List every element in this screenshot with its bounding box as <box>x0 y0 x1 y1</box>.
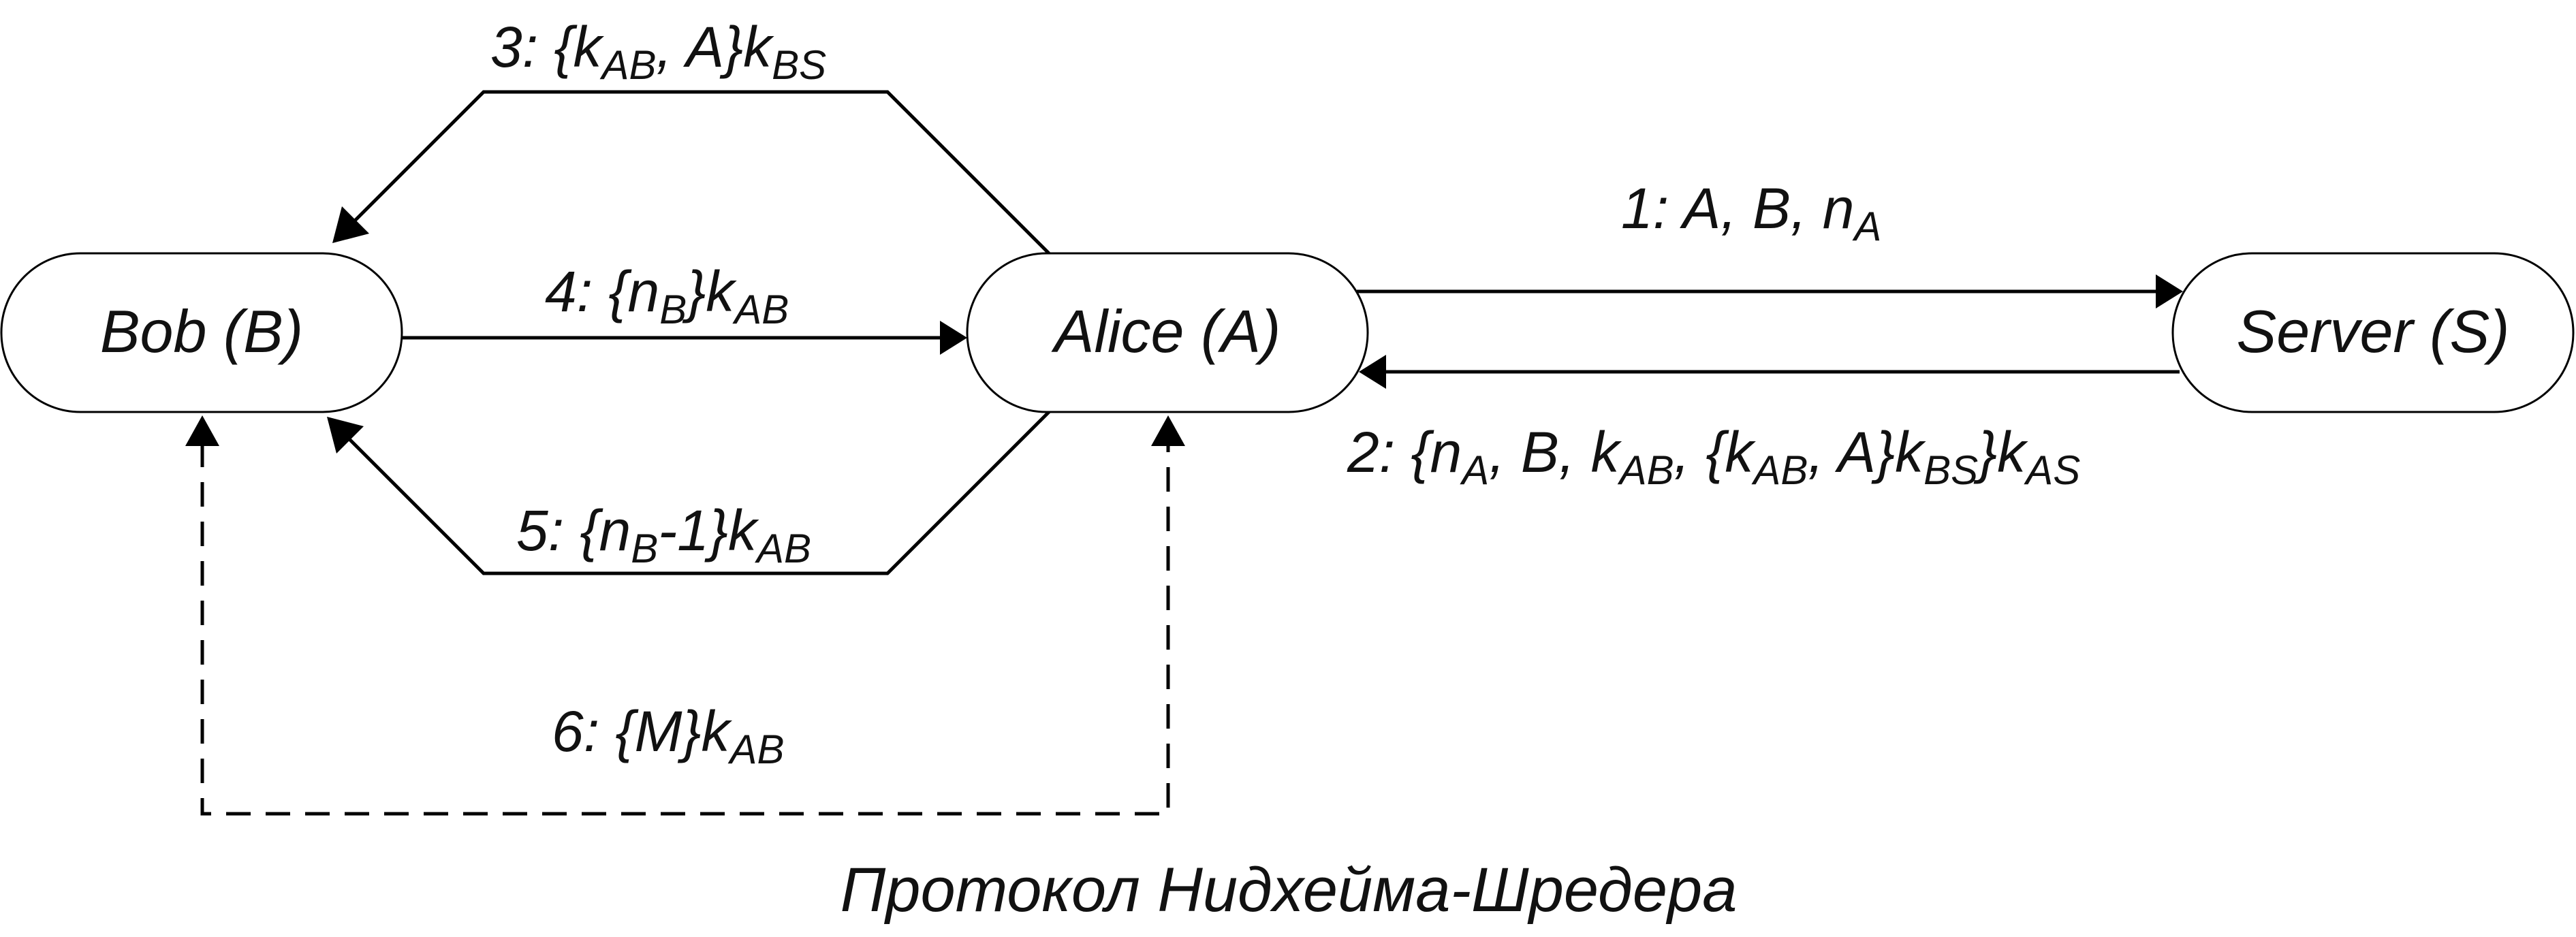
label-msg5: 5: {nB-1}kAB <box>516 498 811 571</box>
label-msg5-part1: B <box>631 526 658 571</box>
arrowhead-msg4 <box>940 321 967 355</box>
label-msg2-part0: {n <box>1411 420 1462 484</box>
label-msg1-num: 1: <box>1621 176 1669 240</box>
node-server-shape <box>2171 252 2575 413</box>
label-msg2-part3: AB <box>1618 447 1674 493</box>
arrowhead-msg3 <box>332 206 369 243</box>
label-msg2-part4: , {k <box>1674 420 1757 484</box>
node-bob: Bob (B) <box>0 252 403 413</box>
label-msg3-part3: BS <box>772 42 826 88</box>
label-msg2-part1: A <box>1460 447 1489 493</box>
edge-msg6 <box>200 443 1170 816</box>
arrowhead-msg5 <box>327 417 364 454</box>
label-msg5-part3: AB <box>755 526 811 571</box>
node-alice-shape <box>966 252 1369 413</box>
label-msg2-part2: , B, k <box>1489 420 1622 484</box>
node-alice-label: Alice (A) <box>1051 298 1281 365</box>
label-msg2: 2: {nA, B, kAB, {kAB, A}kBS}kAS <box>1347 420 2080 493</box>
diagram-caption: Протокол Нидхейма-Шредера <box>841 855 1738 925</box>
label-msg4-num: 4: <box>545 259 593 323</box>
label-msg3-num: 3: <box>490 15 538 79</box>
label-msg3-part2: , A}k <box>657 15 775 79</box>
node-alice: Alice (A) <box>966 252 1369 413</box>
label-msg2-part6: , A}k <box>1808 420 1926 484</box>
label-msg2-num: 2: <box>1347 420 1395 484</box>
node-server-label: Server (S) <box>2237 298 2510 365</box>
label-msg4-part3: AB <box>732 287 789 332</box>
label-msg1: 1: A, B, nA <box>1621 176 1881 249</box>
label-msg3-part0: {k <box>554 15 604 79</box>
edge-msg5 <box>347 411 1050 575</box>
label-msg1-part0: A, B, n <box>1679 176 1854 240</box>
label-msg6: 6: {M}kAB <box>552 699 785 772</box>
label-msg3-part1: AB <box>599 42 656 88</box>
label-msg4-part2: }k <box>682 259 737 323</box>
label-msg5-part2: -1}k <box>658 498 759 562</box>
label-msg5-num: 5: <box>516 498 564 562</box>
arrowhead-msg2 <box>1359 355 1386 389</box>
node-bob-label: Bob (B) <box>100 298 303 365</box>
label-msg6-part1: AB <box>728 727 785 772</box>
label-msg2-part8: }k <box>1973 420 2028 484</box>
label-msg4: 4: {nB}kAB <box>545 259 789 332</box>
label-msg5-part0: {n <box>580 498 631 562</box>
label-msg1-part1: A <box>1852 204 1881 249</box>
arrowhead-msg1 <box>2156 274 2183 308</box>
label-msg2-part7: BS <box>1923 447 1978 493</box>
label-msg3: 3: {kAB, A}kBS <box>490 15 826 88</box>
label-msg6-part0: {M}k <box>615 699 732 763</box>
label-msg6-num: 6: <box>552 699 599 763</box>
arrowhead-msg6-bob <box>185 415 219 446</box>
label-msg4-part0: {n <box>608 259 659 323</box>
arrowhead-msg6-alice <box>1151 415 1185 446</box>
label-msg2-part5: AB <box>1751 447 1808 493</box>
label-msg4-part1: B <box>659 287 687 332</box>
label-msg2-part9: AS <box>2024 447 2080 493</box>
node-server: Server (S) <box>2171 252 2575 413</box>
node-bob-shape <box>0 252 403 413</box>
edge-msg3 <box>353 90 1050 255</box>
